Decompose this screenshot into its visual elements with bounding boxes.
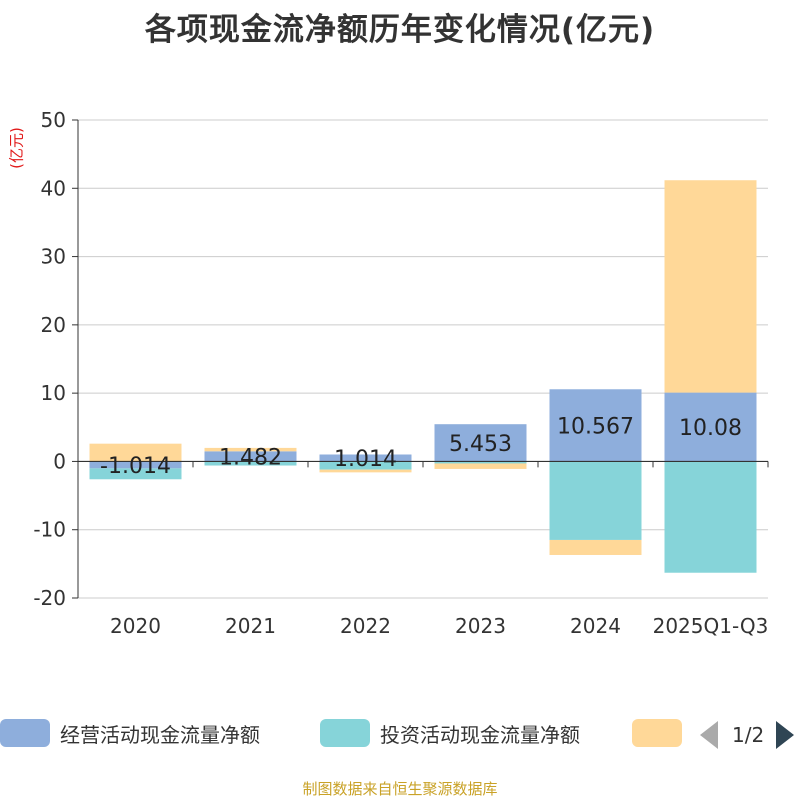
legend-swatch-operating <box>0 719 50 747</box>
bar-2025Q1-Q3-series-0 <box>664 392 757 462</box>
x-tick-label: 2025Q1-Q3 <box>653 614 769 638</box>
legend-next-page-icon[interactable] <box>776 721 795 749</box>
data-label: 1.482 <box>219 445 282 470</box>
legend-swatch-financing <box>632 719 682 747</box>
bar-2022-series-2 <box>319 469 412 473</box>
legend-swatch-investing <box>320 719 370 747</box>
bar-2024-series-2 <box>549 539 642 555</box>
data-labels: -1.014 1.482 1.014 5.453 10.567 10.08 <box>100 414 742 479</box>
legend-prev-page-icon[interactable] <box>700 721 718 749</box>
data-label: 10.08 <box>679 416 742 441</box>
bar-2025Q1-Q3-series-1 <box>664 461 757 573</box>
data-source-note: 制图数据来自恒生聚源数据库 <box>302 780 498 798</box>
chart-title: 各项现金流净额历年变化情况(亿元) <box>144 12 656 48</box>
y-tick-label: 50 <box>41 108 66 132</box>
bar-series <box>89 180 757 573</box>
bar-2020-series-0 <box>89 461 182 469</box>
legend-item-operating[interactable]: 经营活动现金流量净额 <box>0 718 260 748</box>
x-tick-label: 2021 <box>225 614 276 638</box>
bar-2024-series-0 <box>549 389 642 462</box>
x-tick-label: 2024 <box>570 614 621 638</box>
legend-item-financing[interactable] <box>632 718 682 748</box>
bar-2022-series-1 <box>319 461 412 470</box>
y-tick-label: -20 <box>33 586 66 610</box>
bar-2025Q1-Q3-series-2 <box>664 180 757 393</box>
bar-2023-series-1 <box>434 461 527 464</box>
bar-2022-series-0 <box>319 454 412 462</box>
grid-lines <box>78 119 768 599</box>
data-label: 1.014 <box>334 447 397 472</box>
legend-page-indicator: 1/2 <box>732 723 765 747</box>
axes: -20 -10 0 10 20 30 40 50 2020 2021 2022 2023 2024 202… <box>33 108 769 638</box>
data-label: 10.567 <box>557 414 634 439</box>
bar-2023-series-0 <box>434 424 527 462</box>
x-tick-label: 2022 <box>340 614 391 638</box>
data-label: -1.014 <box>100 454 171 479</box>
y-tick-label: 10 <box>41 381 66 405</box>
y-tick-label: 20 <box>41 313 66 337</box>
data-label: 5.453 <box>449 432 512 457</box>
bar-2021-series-2 <box>204 447 297 452</box>
bar-2021-series-1 <box>204 461 297 466</box>
bar-2020-series-1 <box>89 468 182 480</box>
bar-2024-series-1 <box>549 461 642 540</box>
x-tick-label: 2020 <box>110 614 161 638</box>
y-tick-label: -10 <box>33 518 66 542</box>
legend-pager: 1/2 <box>700 720 795 750</box>
bar-2021-series-0 <box>204 451 297 462</box>
bar-2020-series-2 <box>89 443 182 462</box>
y-tick-label: 0 <box>53 449 66 473</box>
y-tick-label: 40 <box>41 176 66 200</box>
legend: 经营活动现金流量净额 投资活动现金流量净额 1/2 <box>0 712 800 758</box>
bar-2023-series-2 <box>434 463 527 469</box>
legend-label-operating: 经营活动现金流量净额 <box>60 722 260 747</box>
x-tick-label: 2023 <box>455 614 506 638</box>
legend-label-investing: 投资活动现金流量净额 <box>380 722 580 747</box>
y-tick-label: 30 <box>41 245 66 269</box>
legend-item-investing[interactable]: 投资活动现金流量净额 <box>320 718 580 748</box>
